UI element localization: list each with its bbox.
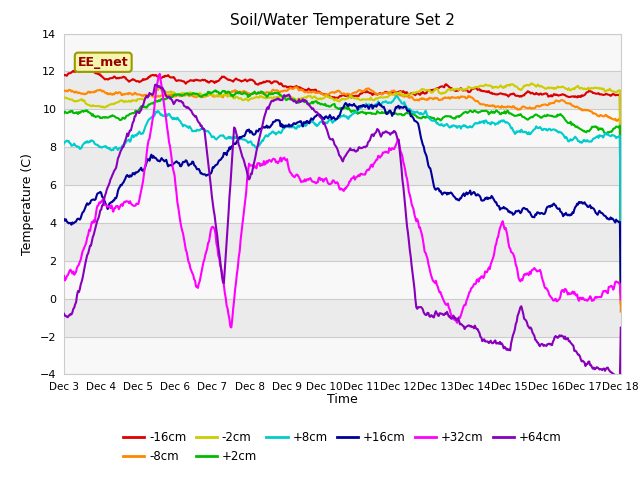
Bar [64,147,621,185]
Bar [64,223,621,261]
Text: EE_met: EE_met [78,56,129,69]
Bar [64,109,621,147]
X-axis label: Time: Time [327,394,358,407]
Y-axis label: Temperature (C): Temperature (C) [21,153,35,255]
Legend: -16cm, -8cm, -2cm, +2cm, +8cm, +16cm, +32cm, +64cm: -16cm, -8cm, -2cm, +2cm, +8cm, +16cm, +3… [123,432,562,463]
Bar [64,34,621,72]
Bar [64,72,621,109]
Bar [64,261,621,299]
Bar [64,299,621,336]
Bar [64,336,621,374]
Title: Soil/Water Temperature Set 2: Soil/Water Temperature Set 2 [230,13,455,28]
Bar [64,185,621,223]
